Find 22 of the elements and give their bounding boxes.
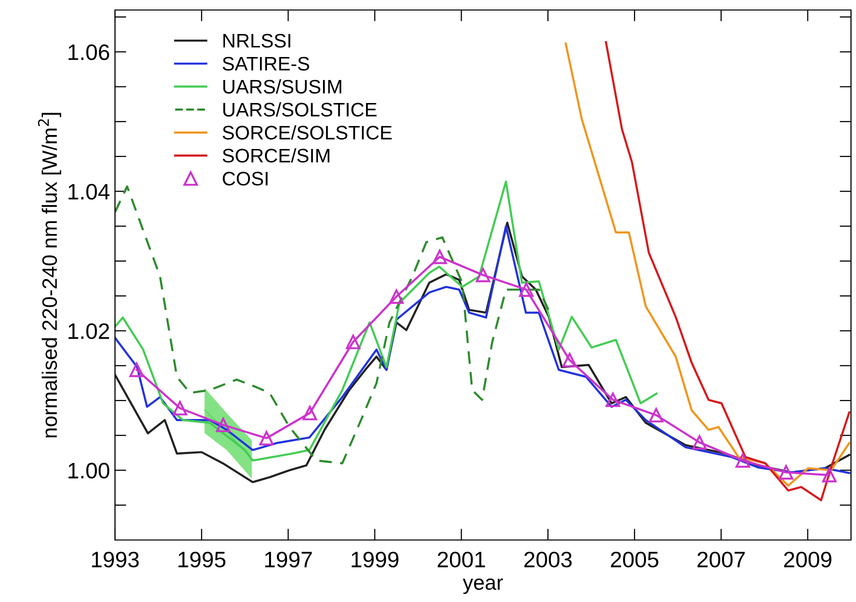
x-tick-label: 2003 — [524, 552, 572, 568]
x-axis-title: year — [462, 578, 503, 594]
legend-label: UARS/SOLSTICE — [223, 102, 377, 117]
y-axis-title: normalised 220-240 nm flux [W/m$^{2}$] — [38, 112, 62, 438]
x-tick-label: 2007 — [698, 552, 745, 568]
y-tick-label: 1.02 — [68, 323, 110, 340]
legend-label: UARS/SUSIM — [223, 79, 342, 94]
y-tick-label: 1.00 — [68, 462, 110, 479]
x-tick-label: 1997 — [265, 552, 312, 568]
x-tick-label: 2001 — [438, 552, 485, 568]
legend-label: SORCE/SIM — [222, 148, 330, 163]
x-tick-label: 1999 — [352, 552, 398, 568]
y-tick-label: 1.04 — [68, 184, 110, 200]
x-tick-label: 2005 — [610, 552, 658, 568]
x-tick-label: 1995 — [178, 552, 226, 568]
legend-label: COSI — [222, 172, 268, 186]
legend-label: SATIRE-S — [222, 56, 310, 71]
legend-label: NRLSSI — [223, 34, 290, 48]
legend-label: SORCE/SOLSTICE — [222, 125, 392, 140]
x-tick-label: 1993 — [92, 552, 139, 568]
y-tick-label: 1.06 — [68, 44, 110, 60]
x-tick-label: 2009 — [784, 552, 832, 568]
